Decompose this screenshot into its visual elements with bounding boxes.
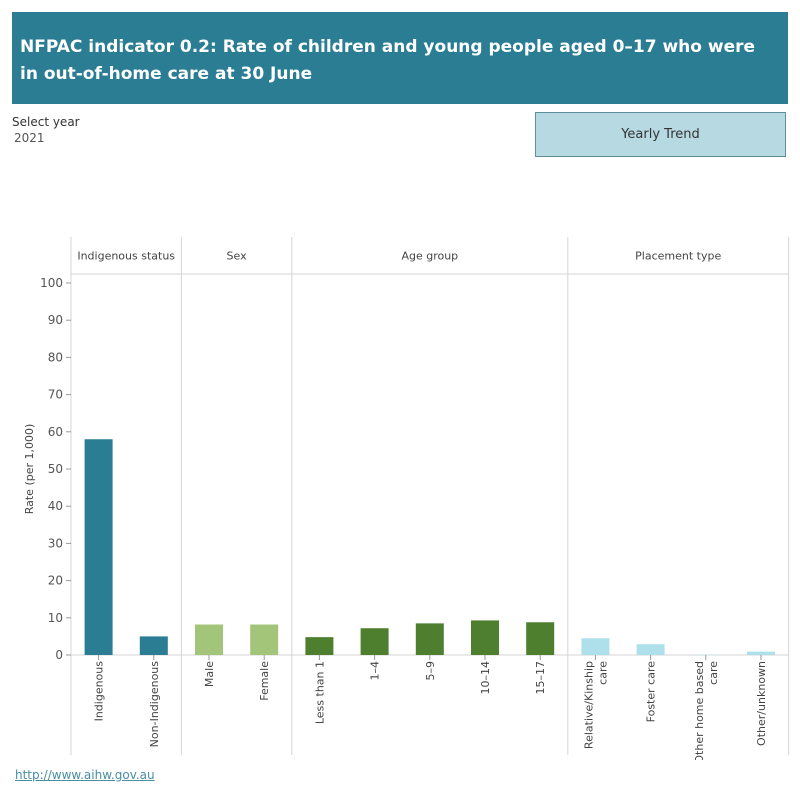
y-tick-label: 30 xyxy=(48,536,63,550)
y-tick-label: 10 xyxy=(48,611,63,625)
x-tick-label-female: Female xyxy=(258,661,271,701)
x-tick-label-10-14: 10–14 xyxy=(479,661,492,695)
panel-header-sex: Sex xyxy=(227,250,248,263)
y-tick-label: 60 xyxy=(48,425,63,439)
x-tick-label-other-unknown: Other/unknown xyxy=(755,661,768,746)
y-tick-label: 40 xyxy=(48,499,63,513)
bar-male xyxy=(195,624,223,655)
y-tick-label: 100 xyxy=(40,276,63,290)
x-tick-label-indigenous: Indigenous xyxy=(93,661,106,722)
title-banner: NFPAC indicator 0.2: Rate of children an… xyxy=(12,12,788,104)
y-tick-label: 50 xyxy=(48,462,63,476)
bar-15-17 xyxy=(526,622,555,655)
bar-10-14 xyxy=(471,620,499,655)
x-tick-label-non-indigenous: Non-Indigenous xyxy=(148,661,161,748)
x-tick-label-5-9: 5–9 xyxy=(424,661,437,681)
panel-header-indigenous-status: Indigenous status xyxy=(77,250,175,263)
x-tick-label-other-home-based-care: Other home basedcare xyxy=(693,661,720,760)
y-tick-label: 0 xyxy=(55,648,63,662)
yearly-trend-button[interactable]: Yearly Trend xyxy=(535,112,786,157)
x-tick-label-foster-care: Foster care xyxy=(645,661,658,723)
year-filter-label: Select year xyxy=(12,115,80,129)
bar-indigenous xyxy=(84,439,113,655)
x-tick-label-1-4: 1–4 xyxy=(369,661,382,681)
x-tick-label-15-17: 15–17 xyxy=(534,661,547,695)
x-tick-label-less-than-1: Less than 1 xyxy=(313,661,326,724)
y-tick-label: 80 xyxy=(48,350,63,364)
bar-relative-kinship-care xyxy=(581,638,610,655)
year-filter-select[interactable]: 2021 xyxy=(14,131,45,145)
bar-less-than-1 xyxy=(305,637,334,655)
y-axis-title: Rate (per 1,000) xyxy=(23,424,36,515)
bar-other-unknown xyxy=(747,651,775,655)
bar-5-9 xyxy=(415,623,444,655)
panel-header-age-group: Age group xyxy=(401,250,458,263)
x-tick-label-relative-kinship-care: Relative/Kinshipcare xyxy=(582,661,609,749)
bar-non-indigenous xyxy=(139,636,168,655)
page-title: NFPAC indicator 0.2: Rate of children an… xyxy=(20,37,756,84)
bar-female xyxy=(250,624,279,655)
x-tick-label-male: Male xyxy=(203,661,216,687)
panel-header-placement-type: Placement type xyxy=(635,250,721,263)
y-tick-label: 20 xyxy=(48,574,63,588)
bar-chart: 0 10 20 30 40 50 60 70 80 90 100 Rate (per 1,000) In… xyxy=(23,237,790,760)
aihw-website-link[interactable]: http://www.aihw.gov.au xyxy=(15,768,155,782)
y-tick-label: 90 xyxy=(48,313,63,327)
bar-foster-care xyxy=(636,644,665,655)
y-tick-label: 70 xyxy=(48,388,63,402)
bar-1-4 xyxy=(360,628,389,655)
